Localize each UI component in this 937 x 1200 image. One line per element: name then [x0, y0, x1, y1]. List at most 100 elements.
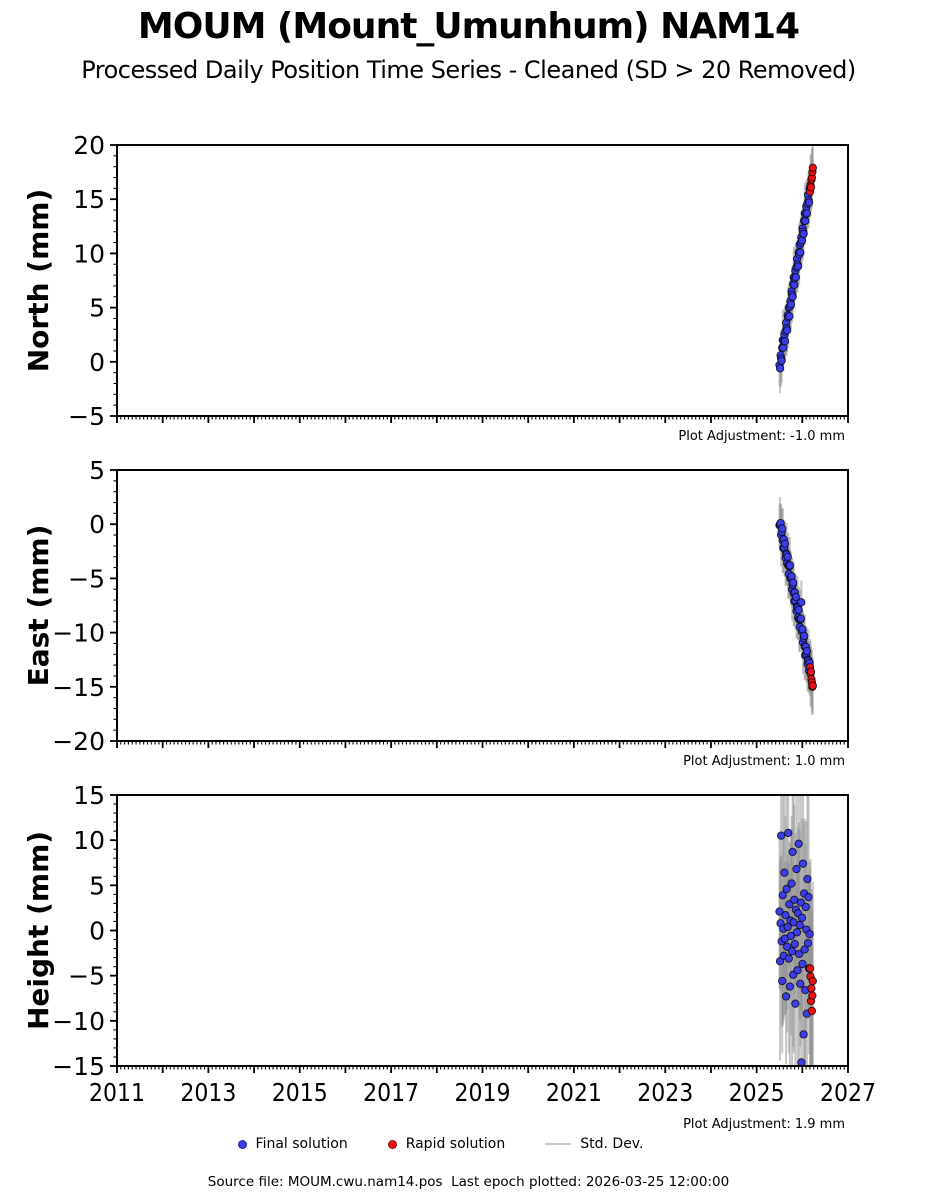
data-points: [775, 163, 817, 373]
x-tick-label: 2017: [363, 1078, 419, 1107]
final-solution-point: [776, 831, 786, 840]
final-solution-point: [780, 337, 790, 346]
final-solution-point: [792, 864, 801, 874]
legend-label-final: Final solution: [255, 1136, 348, 1152]
data-points: [775, 518, 817, 691]
y-ticks: 20 15 10 5 0 −5: [68, 131, 117, 431]
y-tick-label: −10: [52, 619, 105, 648]
rapid-solution-point: [808, 681, 817, 690]
final-solution-point: [796, 248, 805, 257]
final-solution-point: [782, 884, 791, 894]
final-solution-point: [798, 859, 808, 868]
y-tick-label: 10: [73, 239, 105, 268]
final-solution-point: [785, 561, 795, 570]
final-solution-point: [804, 892, 813, 902]
x-tick-label: 2021: [546, 1078, 602, 1107]
final-solution-point: [793, 966, 802, 975]
final-solution-point: [793, 262, 803, 271]
plot-adjustment-label: Plot Adjustment: -1.0 mm: [678, 429, 845, 444]
final-solution-point: [797, 598, 806, 607]
final-solution-point: [778, 891, 787, 900]
final-solution-point: [797, 1058, 806, 1066]
legend-item-stddev: Std. Dev.: [545, 1136, 643, 1152]
rapid-solution-point: [808, 976, 817, 986]
rapid-solution-point: [806, 667, 816, 676]
north-axis-title: North (mm): [22, 189, 55, 373]
source-info: Source file: MOUM.cwu.nam14.pos Last epo…: [207, 1174, 730, 1190]
y-tick-label: 5: [89, 294, 105, 323]
y-tick-label: −15: [52, 673, 105, 702]
final-solution-point: [794, 605, 803, 614]
final-solution-point: [795, 949, 804, 959]
y-tick-label: −15: [52, 1052, 105, 1081]
height-axis-title: Height (mm): [22, 831, 55, 1030]
legend: Final solution Rapid solution Std. Dev.: [0, 1136, 909, 1152]
final-solution-point: [787, 879, 796, 888]
panel-frame: [116, 144, 849, 417]
final-solution-point: [783, 552, 792, 561]
final-solution-point: [782, 326, 792, 335]
y-ticks: 5 0 −5 −10 −15 −20: [52, 456, 117, 756]
final-solution-point: [788, 292, 797, 301]
final-solution-point: [794, 839, 803, 848]
rapid-solution-point: [808, 991, 817, 1000]
plot-title: MOUM (Mount_Umunhum) NAM14: [137, 6, 800, 47]
final-solution-point: [775, 907, 784, 916]
final-solution-point: [775, 364, 785, 373]
final-solution-point: [795, 920, 804, 930]
stddev-line-icon: [545, 1143, 572, 1145]
final-solution-point: [787, 947, 797, 956]
final-solution-point: [790, 939, 799, 949]
plot-subtitle: Processed Daily Position Time Series - C…: [81, 56, 856, 84]
x-ticks: [116, 741, 849, 748]
final-solution-point: [798, 959, 807, 969]
final-solution-point: [805, 929, 814, 939]
final-solution-point: [786, 300, 796, 309]
y-tick-label: 0: [89, 510, 105, 539]
final-solution-dot-icon: [237, 1139, 247, 1149]
final-solution-point: [785, 982, 795, 991]
y-tick-label: 5: [89, 456, 105, 485]
panel-frame: [116, 469, 849, 742]
y-tick-label: 20: [73, 131, 105, 160]
x-tick-label: 2015: [272, 1078, 328, 1107]
y-tick-label: −5: [68, 962, 105, 991]
north-panel: 20 15 10 5 0 −5 Plot Adjustment: -1.0 mm North …: [22, 131, 849, 444]
final-solution-point: [791, 273, 801, 282]
final-solution-point: [785, 312, 794, 321]
final-solution-point: [778, 976, 787, 986]
final-solution-point: [786, 931, 796, 941]
final-solution-point: [791, 999, 800, 1008]
final-solution-point: [799, 1030, 808, 1039]
final-solution-point: [801, 902, 810, 912]
final-solution-point: [803, 938, 813, 948]
legend-item-rapid: Rapid solution: [387, 1136, 506, 1152]
final-solution-point: [784, 954, 793, 963]
final-solution-point: [778, 524, 787, 533]
final-solution-point: [797, 913, 807, 923]
rapid-solution-point: [807, 984, 816, 993]
y-tick-label: 0: [89, 917, 105, 946]
rapid-solution-dot-icon: [387, 1139, 397, 1149]
legend-label-rapid: Rapid solution: [405, 1136, 506, 1152]
x-ticks: [116, 416, 849, 423]
final-solution-point: [792, 928, 802, 937]
rapid-solution-point: [808, 163, 817, 172]
panel-frame: [116, 794, 849, 1067]
plot-adjustment-label: Plot Adjustment: 1.0 mm: [683, 754, 845, 769]
east-panel: 5 0 −5 −10 −15 −20 Plot Adjustment: 1.0 mm East…: [22, 456, 849, 769]
x-tick-label: 2013: [180, 1078, 236, 1107]
y-tick-label: 15: [73, 781, 105, 810]
final-solution-point: [780, 539, 790, 548]
x-tick-label: 2023: [637, 1078, 693, 1107]
final-solution-point: [796, 979, 805, 988]
legend-item-final: Final solution: [237, 1136, 348, 1152]
east-axis-title: East (mm): [22, 525, 55, 687]
final-solution-point: [799, 229, 808, 239]
final-solution-point: [781, 910, 790, 920]
x-tick-label: 2025: [729, 1078, 785, 1107]
y-tick-label: −20: [52, 727, 105, 756]
final-solution-point: [796, 614, 806, 623]
